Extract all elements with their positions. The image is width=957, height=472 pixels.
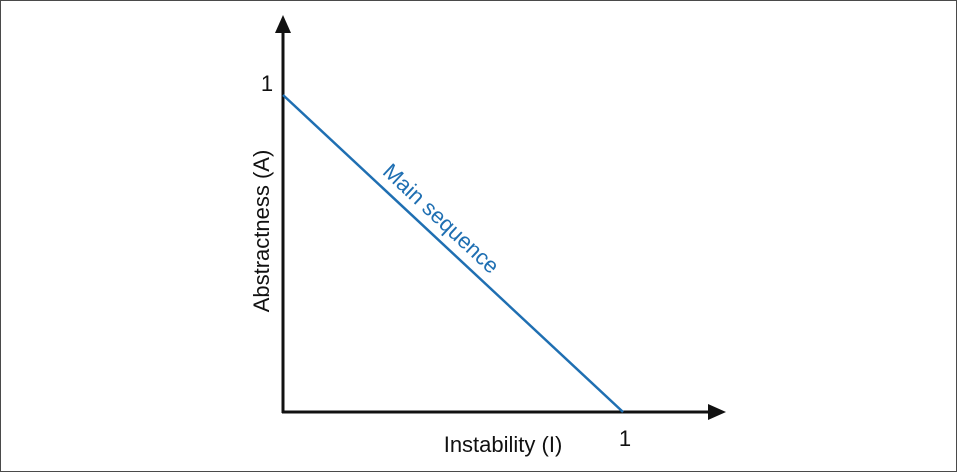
series-line-main-sequence — [282, 94, 624, 413]
x-axis-arrow — [708, 404, 726, 420]
x-axis-title: Instability (I) — [444, 432, 563, 457]
y-axis-title: Abstractness (A) — [249, 150, 274, 313]
x-tick-label: 1 — [619, 426, 631, 451]
y-tick-label: 1 — [261, 71, 273, 96]
y-axis-arrow — [275, 15, 291, 33]
series-label-main-sequence: Main sequence — [378, 158, 504, 278]
